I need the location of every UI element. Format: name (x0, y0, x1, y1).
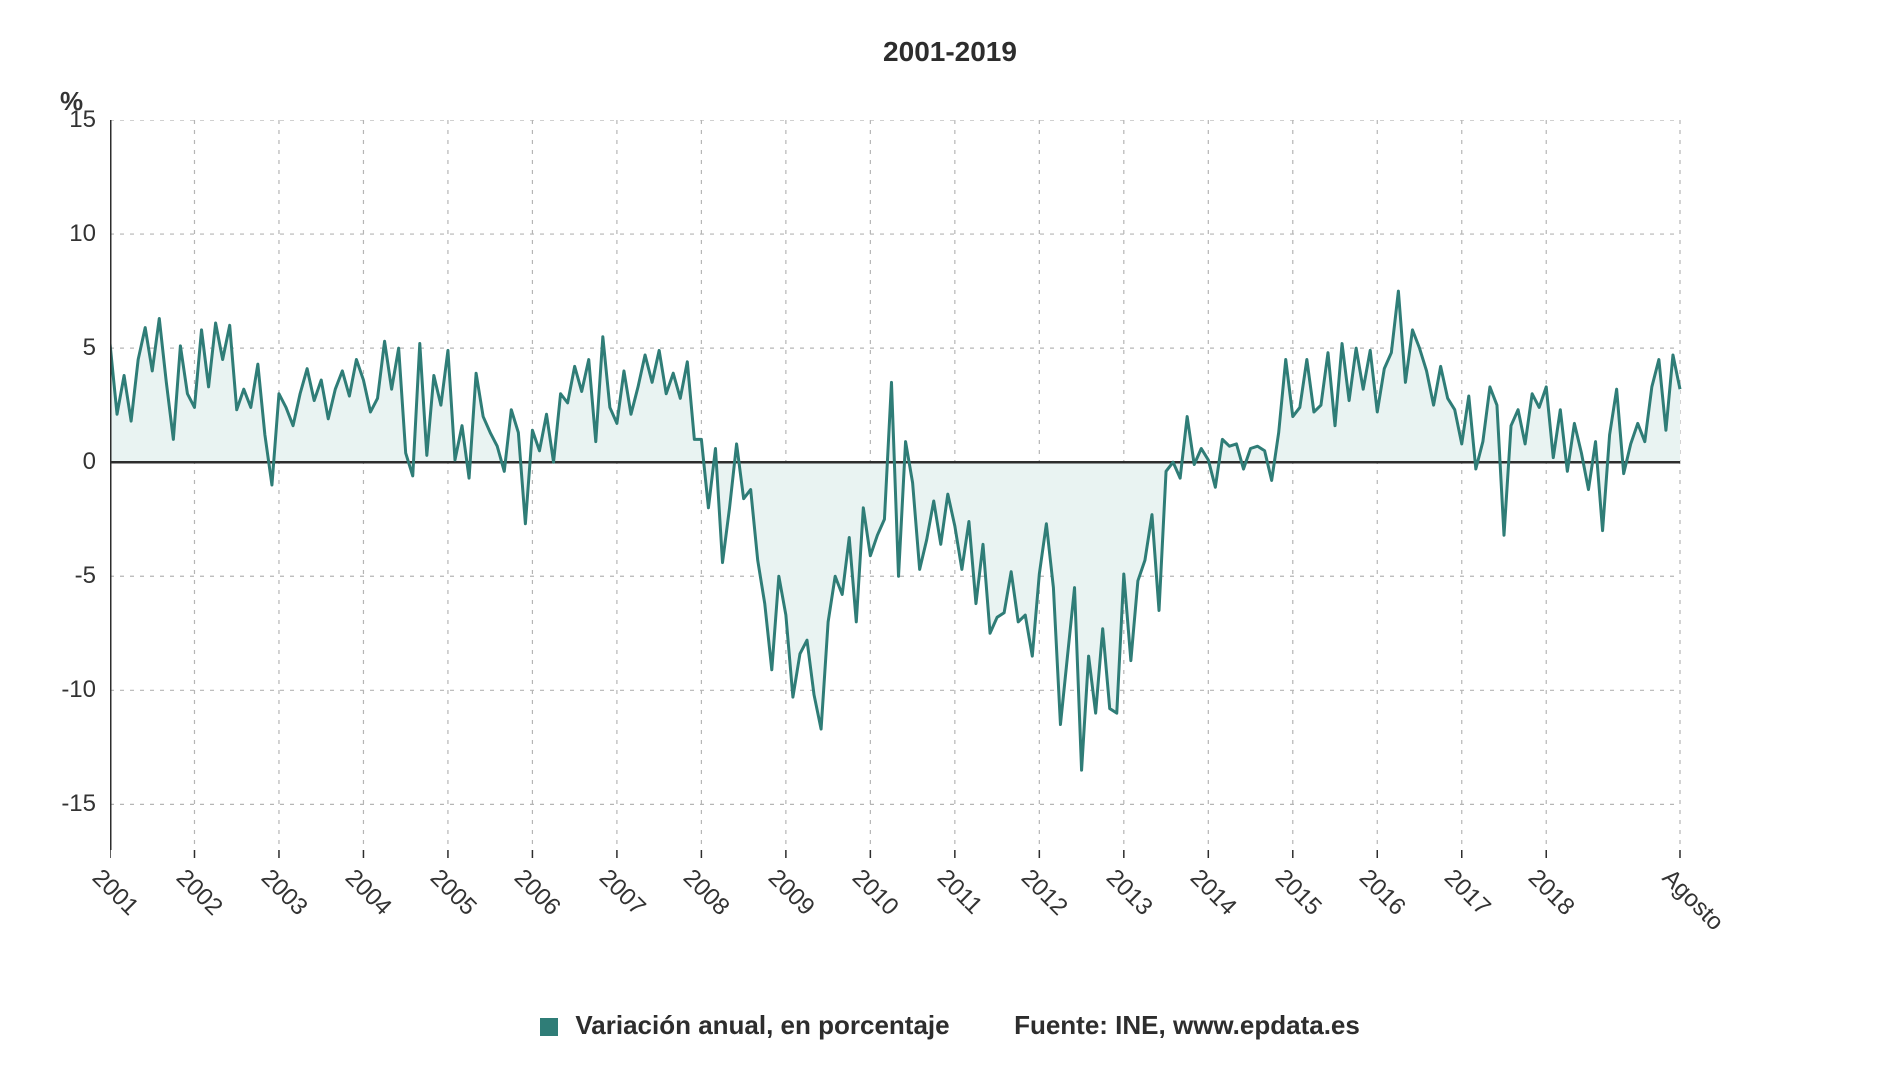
x-tick-label: 2007 (593, 864, 651, 922)
x-tick-label: 2009 (762, 864, 820, 922)
y-tick-label: -10 (40, 676, 96, 704)
x-tick-label: 2010 (847, 864, 905, 922)
x-tick-label: 2012 (1016, 864, 1074, 922)
x-tick-label: 2001 (86, 864, 144, 922)
x-tick-label: 2008 (678, 864, 736, 922)
x-tick-label: 2015 (1269, 864, 1327, 922)
plot-area (110, 120, 1690, 870)
x-tick-label: 2002 (171, 864, 229, 922)
x-tick-label: 2014 (1184, 864, 1242, 922)
legend-row: Variación anual, en porcentaje Fuente: I… (0, 1010, 1900, 1041)
x-tick-label: 2006 (509, 864, 567, 922)
legend-swatch (540, 1018, 558, 1036)
y-tick-label: 10 (40, 220, 96, 248)
x-tick-label: 2004 (340, 864, 398, 922)
x-tick-label: 2016 (1353, 864, 1411, 922)
x-tick-label: 2003 (255, 864, 313, 922)
chart-subtitle: 2001-2019 (0, 36, 1900, 68)
x-tick-label: 2013 (1100, 864, 1158, 922)
x-tick-label: 2018 (1522, 864, 1580, 922)
y-tick-label: -15 (40, 790, 96, 818)
x-tick-label: Agosto (1656, 864, 1729, 937)
x-tick-label: 2011 (931, 864, 987, 920)
legend-series-label: Variación anual, en porcentaje (575, 1010, 949, 1040)
x-tick-label: 2005 (424, 864, 482, 922)
y-tick-label: 15 (40, 106, 96, 134)
legend-source-label: Fuente: INE, www.epdata.es (1014, 1010, 1360, 1040)
y-tick-label: -5 (40, 562, 96, 590)
y-tick-label: 0 (40, 448, 96, 476)
y-tick-label: 5 (40, 334, 96, 362)
chart-container: { "subtitle": "2001-2019", "chart": { "t… (0, 0, 1900, 1069)
x-tick-label: 2017 (1438, 864, 1496, 922)
